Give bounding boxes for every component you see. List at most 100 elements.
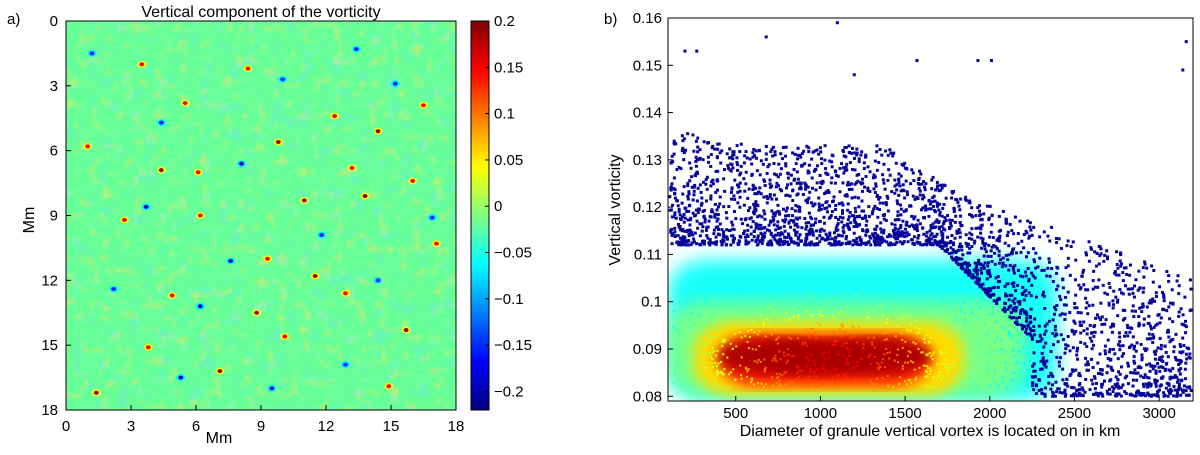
scatter-point [884,218,888,222]
density-speck [972,361,975,364]
scatter-point [677,207,681,211]
scatter-point [946,248,950,252]
colorbar-tick-label: 0.1 [494,106,515,123]
density-speck [886,351,889,354]
density-speck [996,336,999,339]
scatter-point [949,246,953,250]
scatter-point [746,235,750,239]
density-speck [679,362,682,365]
scatter-point [711,210,715,214]
density-speck [812,359,815,362]
scatter-point [1097,392,1101,396]
density-speck [747,347,750,350]
scatter-point [1116,300,1120,304]
scatter-point [979,227,983,231]
scatter-point [670,154,674,158]
scatter-point [772,212,776,216]
scatter-point [808,241,812,245]
density-speck [935,377,938,380]
scatter-point [749,232,753,236]
scatter-point [1095,392,1099,396]
scatter-point [1065,377,1069,381]
scatter-point [690,241,694,245]
scatter-point [943,184,947,188]
scatter-point [1091,392,1095,396]
density-speck [723,339,726,342]
scatter-y-tick-label: 0.15 [633,57,662,74]
scatter-point [1174,358,1178,362]
density-speck [897,302,900,305]
density-speck [892,386,895,389]
density-speck [721,372,724,375]
scatter-point [1121,318,1125,322]
scatter-x-tick-label: 3000 [1142,405,1175,422]
density-speck [876,378,879,381]
scatter-point [793,209,797,213]
scatter-point [751,220,755,224]
density-speck [827,356,830,359]
scatter-point [1020,323,1024,327]
scatter-point [925,241,929,245]
scatter-point [1012,271,1016,275]
density-speck [858,326,861,329]
scatter-point [1053,328,1057,332]
colorbar-tick-label: −0.1 [494,291,524,308]
scatter-point [880,236,884,240]
scatter-point [875,150,879,154]
scatter-point [1156,389,1160,393]
scatter-point [964,268,968,272]
density-speck [995,382,998,385]
density-speck [810,314,813,317]
scatter-point [1131,378,1135,382]
scatter-point [845,194,849,198]
scatter-point [943,242,947,246]
map-x-tick-label: 18 [448,418,465,435]
scatter-point [1142,275,1146,279]
scatter-point [773,237,777,241]
map-y-tick-label: 15 [41,337,58,354]
scatter-point [763,183,767,187]
scatter-point [889,151,893,155]
density-speck [833,343,836,346]
scatter-point [705,175,709,179]
scatter-point [1087,240,1091,244]
density-speck [852,333,855,336]
density-speck [720,361,723,364]
scatter-point [1172,394,1176,398]
map-y-tick-label: 0 [50,13,58,30]
scatter-point [789,173,793,177]
scatter-point [716,142,720,146]
scatter-point [782,224,786,228]
scatter-point [925,207,929,211]
density-speck [852,326,855,329]
scatter-point [1089,246,1093,250]
scatter-x-label: Diameter of granule vertical vortex is l… [740,423,1121,440]
scatter-point [820,162,824,166]
scatter-point [1004,294,1008,298]
scatter-point [1115,262,1119,266]
density-speck [777,336,780,339]
scatter-point [756,215,760,219]
scatter-point [1118,288,1122,292]
scatter-point [1141,266,1145,270]
density-speck [808,378,811,381]
scatter-point [959,197,963,201]
scatter-point [1154,382,1158,386]
density-speck [966,355,969,358]
density-speck [674,360,677,363]
scatter-point [1054,236,1058,240]
scatter-point [866,165,870,169]
scatter-point [841,181,845,185]
density-speck [956,344,959,347]
density-speck [936,333,939,336]
density-speck [762,321,765,324]
scatter-point [855,153,859,157]
scatter-point [1048,239,1052,243]
scatter-point [754,149,758,153]
scatter-point [766,197,770,201]
density-speck [717,383,720,386]
scatter-point [673,226,677,230]
positive-vortex-spot [158,168,164,173]
negative-vortex-spot [429,215,435,220]
scatter-point [701,241,705,245]
